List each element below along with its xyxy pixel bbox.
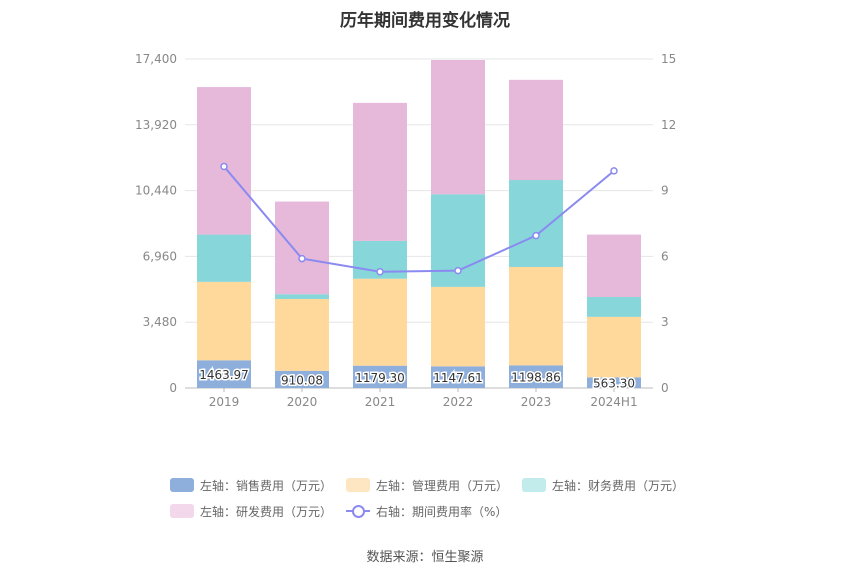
bar-sales [197,360,251,388]
bar-sales [509,365,563,388]
bar-finance [197,234,251,282]
legend-swatch-admin [346,478,371,492]
legend-swatch-rd [170,504,194,518]
data-label-sales: 1179.30 [355,371,405,385]
rate-point [532,231,540,240]
rate-line [220,162,618,276]
bar-admin [197,281,251,361]
legend-label-rate: 右轴：期间费用率（%） [376,504,508,519]
bar-sales [431,366,485,388]
legend-label-rd: 左轴：研发费用（万元） [200,504,333,519]
right-tick-label: 9 [661,184,669,198]
legend-label-finance: 左轴：财务费用（万元） [552,478,685,493]
data-label-sales: 910.08 [281,373,323,387]
left-tick-label: 6,960 [143,249,177,263]
bar-admin [509,267,563,366]
bar-admin [275,298,329,371]
right-tick-label: 6 [661,249,669,263]
grid-lines [185,58,653,323]
legend: 左轴：销售费用（万元） 左轴：管理费用（万元） 左轴：财务费用（万元） 左轴：研… [170,472,730,524]
bar-rd [509,79,563,181]
rate-point [220,162,228,171]
bar-admin [431,286,485,367]
bar-finance [509,180,563,268]
bar-rd [353,102,407,241]
x-tick-label: 2022 [443,395,474,409]
left-tick-label: 3,480 [143,315,177,329]
legend-swatch-sales [170,478,194,492]
x-tick-label: 2019 [209,395,240,409]
legend-item-finance[interactable]: 左轴：财务费用（万元） [522,477,684,494]
bar-sales [587,377,641,388]
legend-label-sales: 左轴：销售费用（万元） [200,478,333,493]
data-label-sales: 1198.86 [511,371,561,385]
bar-finance [275,294,329,299]
legend-row-2: 左轴：研发费用（万元） 右轴：期间费用率（%） [170,498,730,524]
source-note: 数据来源：恒生聚源 [366,550,484,565]
left-tick-label: 17,400 [135,52,177,66]
right-tick-label: 0 [661,381,669,395]
right-tick-label: 15 [661,52,676,66]
legend-label-admin: 左轴：管理费用（万元） [376,478,509,493]
legend-item-rate[interactable]: 右轴：期间费用率（%） [346,503,507,520]
bar-sales [275,370,329,388]
data-label-sales: 563.30 [593,377,635,391]
rate-line-path [223,165,615,273]
bars [197,59,641,388]
right-tick-label: 3 [661,315,669,329]
legend-item-rd[interactable]: 左轴：研发费用（万元） [170,503,332,520]
rate-point [454,266,462,275]
bar-admin [587,316,641,378]
left-tick-label: 10,440 [135,184,177,198]
rate-point [298,254,306,263]
bar-rd [587,234,641,297]
legend-item-admin[interactable]: 左轴：管理费用（万元） [346,477,508,494]
right-tick-label: 12 [661,118,676,132]
rate-point [610,167,618,175]
legend-line-icon [346,504,371,518]
legend-item-sales[interactable]: 左轴：销售费用（万元） [170,477,332,494]
axes: 0 0 3,480 3 6,960 6 10,440 9 13,920 12 17,400 15 201… [135,52,676,409]
bar-rd [431,59,485,195]
bar-rd [197,87,251,235]
chart-plot: 0 0 3,480 3 6,960 6 10,440 9 13,920 12 17,400 15 201… [135,52,676,409]
rate-point [376,268,384,276]
legend-swatch-finance [522,478,547,492]
left-tick-label: 0 [169,381,177,395]
data-label-sales: 1147.61 [433,371,483,385]
data-labels: 1463.97 910.08 1179.30 1147.61 1198.86 563.30 [198,367,637,393]
bar-admin [353,278,407,366]
chart-title: 历年期间费用变化情况 [340,11,510,31]
x-tick-label: 2024H1 [590,395,637,409]
x-tick-label: 2020 [287,395,318,409]
x-tick-label: 2021 [365,395,396,409]
left-tick-label: 13,920 [135,118,177,132]
data-label-sales: 1463.97 [199,368,249,382]
bar-sales [353,365,407,388]
bar-rd [275,201,329,295]
bar-finance [587,296,641,317]
legend-row-1: 左轴：销售费用（万元） 左轴：管理费用（万元） 左轴：财务费用（万元） [170,472,730,498]
x-tick-label: 2023 [521,395,552,409]
